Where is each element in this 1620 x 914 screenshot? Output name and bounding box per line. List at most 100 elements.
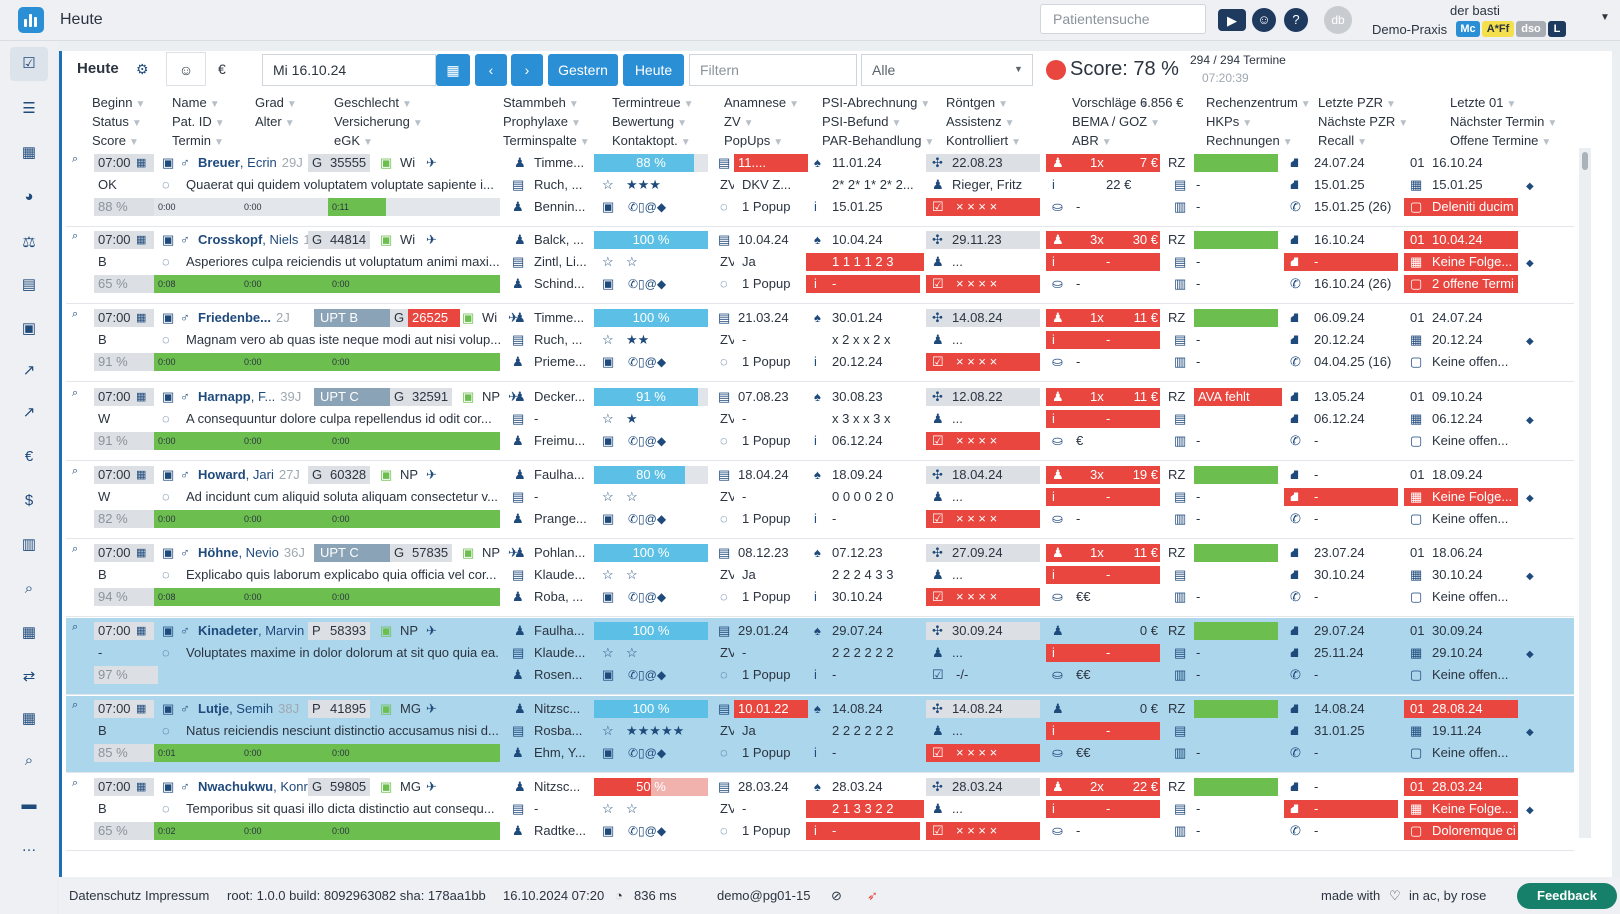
column-header[interactable]: Beginn ▼ (92, 95, 145, 110)
rocket-icon[interactable]: ✈ (508, 310, 519, 325)
yesterday-button[interactable]: Gestern (548, 54, 618, 86)
male-icon[interactable]: ♂ (180, 310, 190, 325)
recall-icon[interactable]: ✆ (1290, 589, 1301, 604)
patient-name[interactable]: Friedenbe... 2J (198, 309, 290, 327)
recall-icon[interactable]: ✆ (1290, 667, 1301, 682)
filter-icon[interactable]: ▼ (1011, 137, 1022, 148)
star-icon[interactable]: ☆ (602, 332, 614, 347)
contact-card-icon[interactable]: ▣ (602, 276, 615, 291)
recall-icon[interactable]: ✆ (1290, 433, 1301, 448)
invoice-icon[interactable]: ▥ (1174, 354, 1187, 369)
person-icon[interactable]: ♟ (514, 701, 526, 716)
check-icon[interactable]: ☑ (932, 199, 944, 214)
person-icon[interactable]: ♟ (512, 433, 524, 448)
calendar-icon[interactable]: ▦ (1410, 332, 1423, 347)
calendar-icon[interactable]: ▦ (1410, 723, 1423, 738)
prophylaxe-icon[interactable]: ▤ (512, 254, 525, 269)
tooth-icon[interactable]: ♠ (814, 623, 821, 638)
settings-icon[interactable]: ⚙ (136, 61, 149, 77)
star-icon[interactable]: ☆ (602, 177, 614, 192)
rocket-icon[interactable]: ➶ (867, 888, 878, 903)
column-header[interactable]: Terminspalte ▼ (503, 133, 590, 148)
filter-icon[interactable]: ▼ (1004, 118, 1015, 129)
info-icon[interactable]: i (814, 667, 817, 682)
filter-icon[interactable]: ▼ (363, 137, 373, 148)
tag-icon[interactable]: ◆ (1526, 493, 1534, 504)
contact-card-icon[interactable]: ▣ (602, 199, 615, 214)
recall-icon[interactable]: ✆ (1290, 199, 1301, 214)
abr-icon[interactable]: ⛀ (1052, 199, 1063, 214)
pzr-icon[interactable]: ⛘ (1290, 310, 1300, 325)
row-search-icon[interactable]: ⌕ (72, 387, 79, 399)
person-icon[interactable]: ♟ (514, 310, 526, 325)
pzr-icon[interactable]: ⛘ (1290, 177, 1300, 192)
column-header[interactable]: Kontaktopt. ▼ (612, 133, 691, 148)
invoice-icon[interactable]: ▥ (1174, 433, 1187, 448)
person-icon[interactable]: ♟ (1052, 155, 1064, 170)
male-icon[interactable]: ♂ (180, 545, 190, 560)
info-icon[interactable]: i (1052, 332, 1055, 347)
video-icon[interactable]: ▶ (1218, 9, 1246, 31)
filter-icon[interactable]: ▼ (214, 137, 224, 148)
table-row[interactable]: ⌕07:00▦B65 %▣♂Nwachukwu, Konrad24JG59805… (66, 774, 1574, 851)
column-header[interactable]: Geschlecht ▼ (334, 95, 412, 110)
contact-card-icon[interactable]: ▣ (602, 354, 615, 369)
imprint-link[interactable]: Impressum (145, 888, 210, 903)
filter-icon[interactable]: ▼ (1506, 99, 1517, 110)
recall-icon[interactable]: ✆ (1290, 354, 1301, 369)
calendar-icon[interactable]: ▦ (1410, 254, 1423, 269)
star-icon[interactable]: ☆ (602, 489, 614, 504)
message-icon[interactable]: ◌ (162, 177, 170, 192)
column-header[interactable]: Nächste PZR ▼ (1318, 114, 1408, 129)
filter-icon[interactable]: ▼ (998, 99, 1009, 110)
filter-icon[interactable]: ▼ (286, 99, 297, 110)
star-icon[interactable]: ☆ (602, 567, 614, 582)
patient-name[interactable]: Lutje, Semih 38J (198, 700, 299, 718)
filter-icon[interactable]: ▼ (1150, 118, 1161, 129)
filter-icon[interactable]: ▼ (1300, 99, 1311, 110)
grid-icon[interactable]: ▦ (136, 781, 147, 793)
rocket-icon[interactable]: ✈ (426, 155, 437, 170)
praxis-name[interactable]: Demo-Praxis (1372, 22, 1448, 37)
tooth-icon[interactable]: ♠ (814, 467, 821, 482)
calendar-icon[interactable]: ▦ (1410, 801, 1423, 816)
id-card-icon[interactable]: ▣ (162, 545, 175, 560)
pzr-icon[interactable]: ⛘ (1290, 232, 1300, 247)
calendar-icon[interactable]: ▦ (1410, 489, 1423, 504)
sidebar-calendar-icon[interactable]: ▣ (21, 320, 37, 337)
abr-icon[interactable]: ⛀ (1052, 511, 1063, 526)
filter-icon[interactable]: ▼ (1357, 137, 1368, 148)
xray-icon[interactable]: ✣ (932, 623, 943, 638)
visibility-off-icon[interactable]: ⊘ (831, 888, 842, 903)
column-header[interactable]: Röntgen ▼ (946, 95, 1008, 110)
abr-icon[interactable]: ⛀ (1052, 745, 1063, 760)
check-icon[interactable]: ☑ (932, 823, 944, 838)
filter-icon[interactable]: ▼ (1541, 137, 1552, 148)
column-header[interactable]: ZV ▼ (724, 114, 754, 129)
row-search-icon[interactable]: ⌕ (72, 153, 79, 165)
sidebar-invoice-icon[interactable]: ▥ (21, 536, 37, 553)
id-card-icon[interactable]: ▣ (162, 623, 175, 638)
message-icon[interactable]: ◌ (162, 411, 170, 426)
table-row[interactable]: ⌕07:00▦-97 %▣♂Kinadeter, Marvin7JP58393▣… (66, 618, 1574, 695)
column-header[interactable]: Anamnese ▼ (724, 95, 799, 110)
person-icon[interactable]: ♟ (1052, 701, 1064, 716)
rocket-icon[interactable]: ✈ (426, 232, 437, 247)
popup-icon[interactable]: ◌ (720, 745, 728, 760)
tag-icon[interactable]: ◆ (1526, 258, 1534, 269)
invoice-icon[interactable]: ▥ (1174, 589, 1187, 604)
recall-icon[interactable]: ✆ (1290, 276, 1301, 291)
patient-search-input[interactable]: Patientensuche (1040, 4, 1206, 34)
male-icon[interactable]: ♂ (180, 389, 190, 404)
prophylaxe-icon[interactable]: ▤ (512, 645, 525, 660)
person-icon[interactable]: ♟ (512, 667, 524, 682)
abr-icon[interactable]: ⛀ (1052, 823, 1063, 838)
contact-card-icon[interactable]: ▣ (602, 823, 615, 838)
person-icon[interactable]: ♟ (1052, 467, 1064, 482)
prophylaxe-icon[interactable]: ▤ (512, 489, 525, 504)
patient-name[interactable]: Howard, Jari 27J (198, 466, 300, 484)
sidebar-grid-icon[interactable]: ▦ (21, 624, 37, 641)
filter-icon[interactable]: ▼ (1282, 137, 1293, 148)
column-header[interactable]: Status ▼ (92, 114, 142, 129)
patient-first-name[interactable]: , Semih (229, 701, 274, 716)
